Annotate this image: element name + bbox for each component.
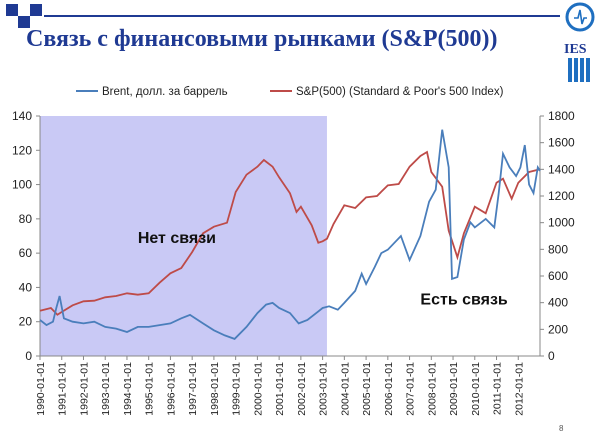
slide-title: Связь с финансовыми рынками (S&P(500)) [26,26,498,52]
y-right-tick-label: 400 [548,296,568,310]
y-left-tick-label: 140 [12,109,32,123]
x-tick-label: 2008-01-01 [426,362,438,416]
x-tick-label: 1995-01-01 [144,362,156,416]
annotation-link: Есть связь [420,292,508,309]
y-left-tick-label: 60 [19,246,33,260]
checker-cell [18,16,30,28]
x-tick-label: 1994-01-01 [122,362,134,416]
y-left-tick-label: 0 [25,349,32,363]
y-right-tick-label: 0 [548,349,555,363]
x-tick-label: 2001-01-01 [274,362,286,416]
logo-text: IES [564,42,587,57]
x-tick-label: 2002-01-01 [296,362,308,416]
y-right-tick-label: 800 [548,242,568,256]
annotation-no-link: Нет связи [138,230,216,247]
x-tick-label: 1999-01-01 [231,362,243,416]
x-tick-label: 1990-01-01 [35,362,47,416]
x-tick-label: 2010-01-01 [470,362,482,416]
y-left-tick-label: 80 [19,212,33,226]
y-left-tick-label: 100 [12,178,32,192]
x-tick-label: 2006-01-01 [383,362,395,416]
series-line-brent [39,129,541,340]
x-tick-label: 2003-01-01 [318,362,330,416]
checkerboard-decoration [6,4,560,28]
y-right-tick-label: 1200 [548,189,575,203]
y-right-tick-label: 1600 [548,136,575,150]
x-tick-label: 1997-01-01 [187,362,199,416]
x-tick-label: 2004-01-01 [339,362,351,416]
no-correlation-region [40,116,327,356]
x-tick-label: 2005-01-01 [361,362,373,416]
institute-logo [565,2,595,82]
page-number: 8 [559,424,564,433]
y-right-tick-label: 600 [548,269,568,283]
y-left-tick-label: 120 [12,143,32,157]
y-right-tick-label: 1000 [548,216,575,230]
y-left-tick-label: 20 [19,315,33,329]
x-tick-label: 2009-01-01 [448,362,460,416]
y-left-tick-label: 40 [19,280,33,294]
y-right-tick-label: 200 [548,322,568,336]
x-tick-label: 2007-01-01 [405,362,417,416]
checker-cell [30,4,42,16]
x-tick-label: 1991-01-01 [57,362,69,416]
x-tick-label: 1993-01-01 [100,362,112,416]
legend-item-brent-label: Brent, долл. за баррель [102,86,228,98]
checker-cell [6,4,18,16]
x-tick-label: 1998-01-01 [209,362,221,416]
x-tick-label: 2012-01-01 [513,362,525,416]
x-tick-label: 2011-01-01 [492,362,504,415]
y-right-tick-label: 1400 [548,162,575,176]
y-right-tick-label: 1800 [548,109,575,123]
x-tick-label: 2000-01-01 [252,362,264,416]
series-line-sp500 [39,150,541,316]
x-tick-label: 1996-01-01 [165,362,177,416]
x-tick-label: 1992-01-01 [78,362,90,416]
legend-item-sp500-label: S&P(500) (Standard & Poor's 500 Index) [296,86,504,98]
